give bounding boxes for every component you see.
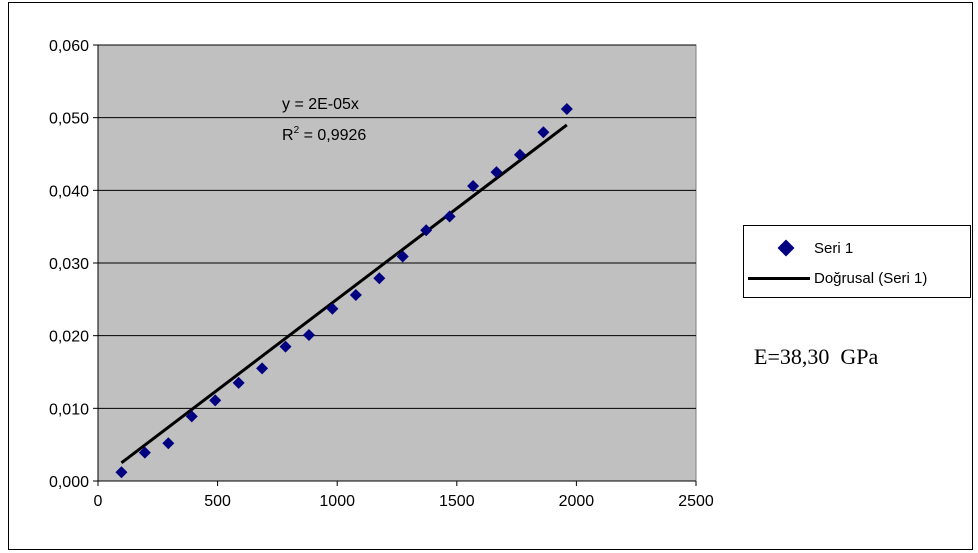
x-tick-label: 2500 (678, 493, 714, 510)
data-point (537, 126, 550, 139)
data-point (513, 148, 526, 161)
r-squared-label: R2 = 0,9926 (282, 125, 366, 144)
modulus-note: E=38,30 GPa (754, 344, 879, 369)
x-tick-label: 500 (204, 493, 231, 510)
y-tick-label: 0,030 (49, 256, 89, 273)
r-squared-value: = 0,9926 (299, 127, 366, 144)
y-tick-label: 0,000 (49, 474, 89, 491)
data-point (115, 466, 128, 479)
data-point (162, 437, 175, 450)
data-point (349, 288, 362, 301)
trendline (120, 123, 568, 465)
legend-label-series: Seri 1 (814, 239, 854, 257)
data-point (302, 328, 315, 341)
y-tick-label: 0,040 (49, 183, 89, 200)
data-point (396, 250, 409, 263)
r-squared-prefix: R (282, 127, 294, 144)
data-point (560, 102, 573, 115)
legend-label-trendline: Doğrusal (Seri 1) (814, 269, 928, 287)
x-tick-label: 2000 (559, 493, 595, 510)
legend-entry-series: Seri 1 (744, 236, 853, 260)
r-squared-exponent: 2 (294, 125, 300, 136)
data-point (138, 446, 151, 459)
data-point (420, 224, 433, 237)
trendline-equation: y = 2E-05x (282, 96, 359, 113)
y-tick-label: 0,050 (49, 111, 89, 128)
axes (93, 44, 697, 486)
data-point (373, 272, 386, 285)
data-point (256, 362, 269, 375)
line-swatch-icon (748, 276, 810, 280)
data-point (209, 394, 222, 407)
y-tick-label: 0,060 (49, 38, 89, 55)
grid-lines (98, 44, 696, 409)
data-point (467, 179, 480, 192)
y-tick-label: 0,020 (49, 329, 89, 346)
y-tick-label: 0,010 (49, 401, 89, 418)
x-tick-label: 0 (94, 493, 103, 510)
data-point (279, 340, 292, 353)
data-point (232, 376, 245, 389)
x-tick-label: 1500 (439, 493, 475, 510)
tick-labels: 0,000 0,010 0,020 0,030 0,040 0,050 0,060 0 500 1… (49, 38, 714, 510)
x-tick-label: 1000 (319, 493, 355, 510)
diamond-marker-icon (777, 239, 795, 257)
trendline-group (120, 123, 568, 465)
legend: Seri 1 Doğrusal (Seri 1) (743, 225, 971, 298)
data-point (443, 210, 456, 223)
data-point (185, 410, 198, 423)
data-point (490, 166, 503, 179)
data-point (326, 302, 339, 315)
scatter-points (115, 102, 573, 479)
legend-entry-trendline: Doğrusal (Seri 1) (744, 266, 927, 290)
